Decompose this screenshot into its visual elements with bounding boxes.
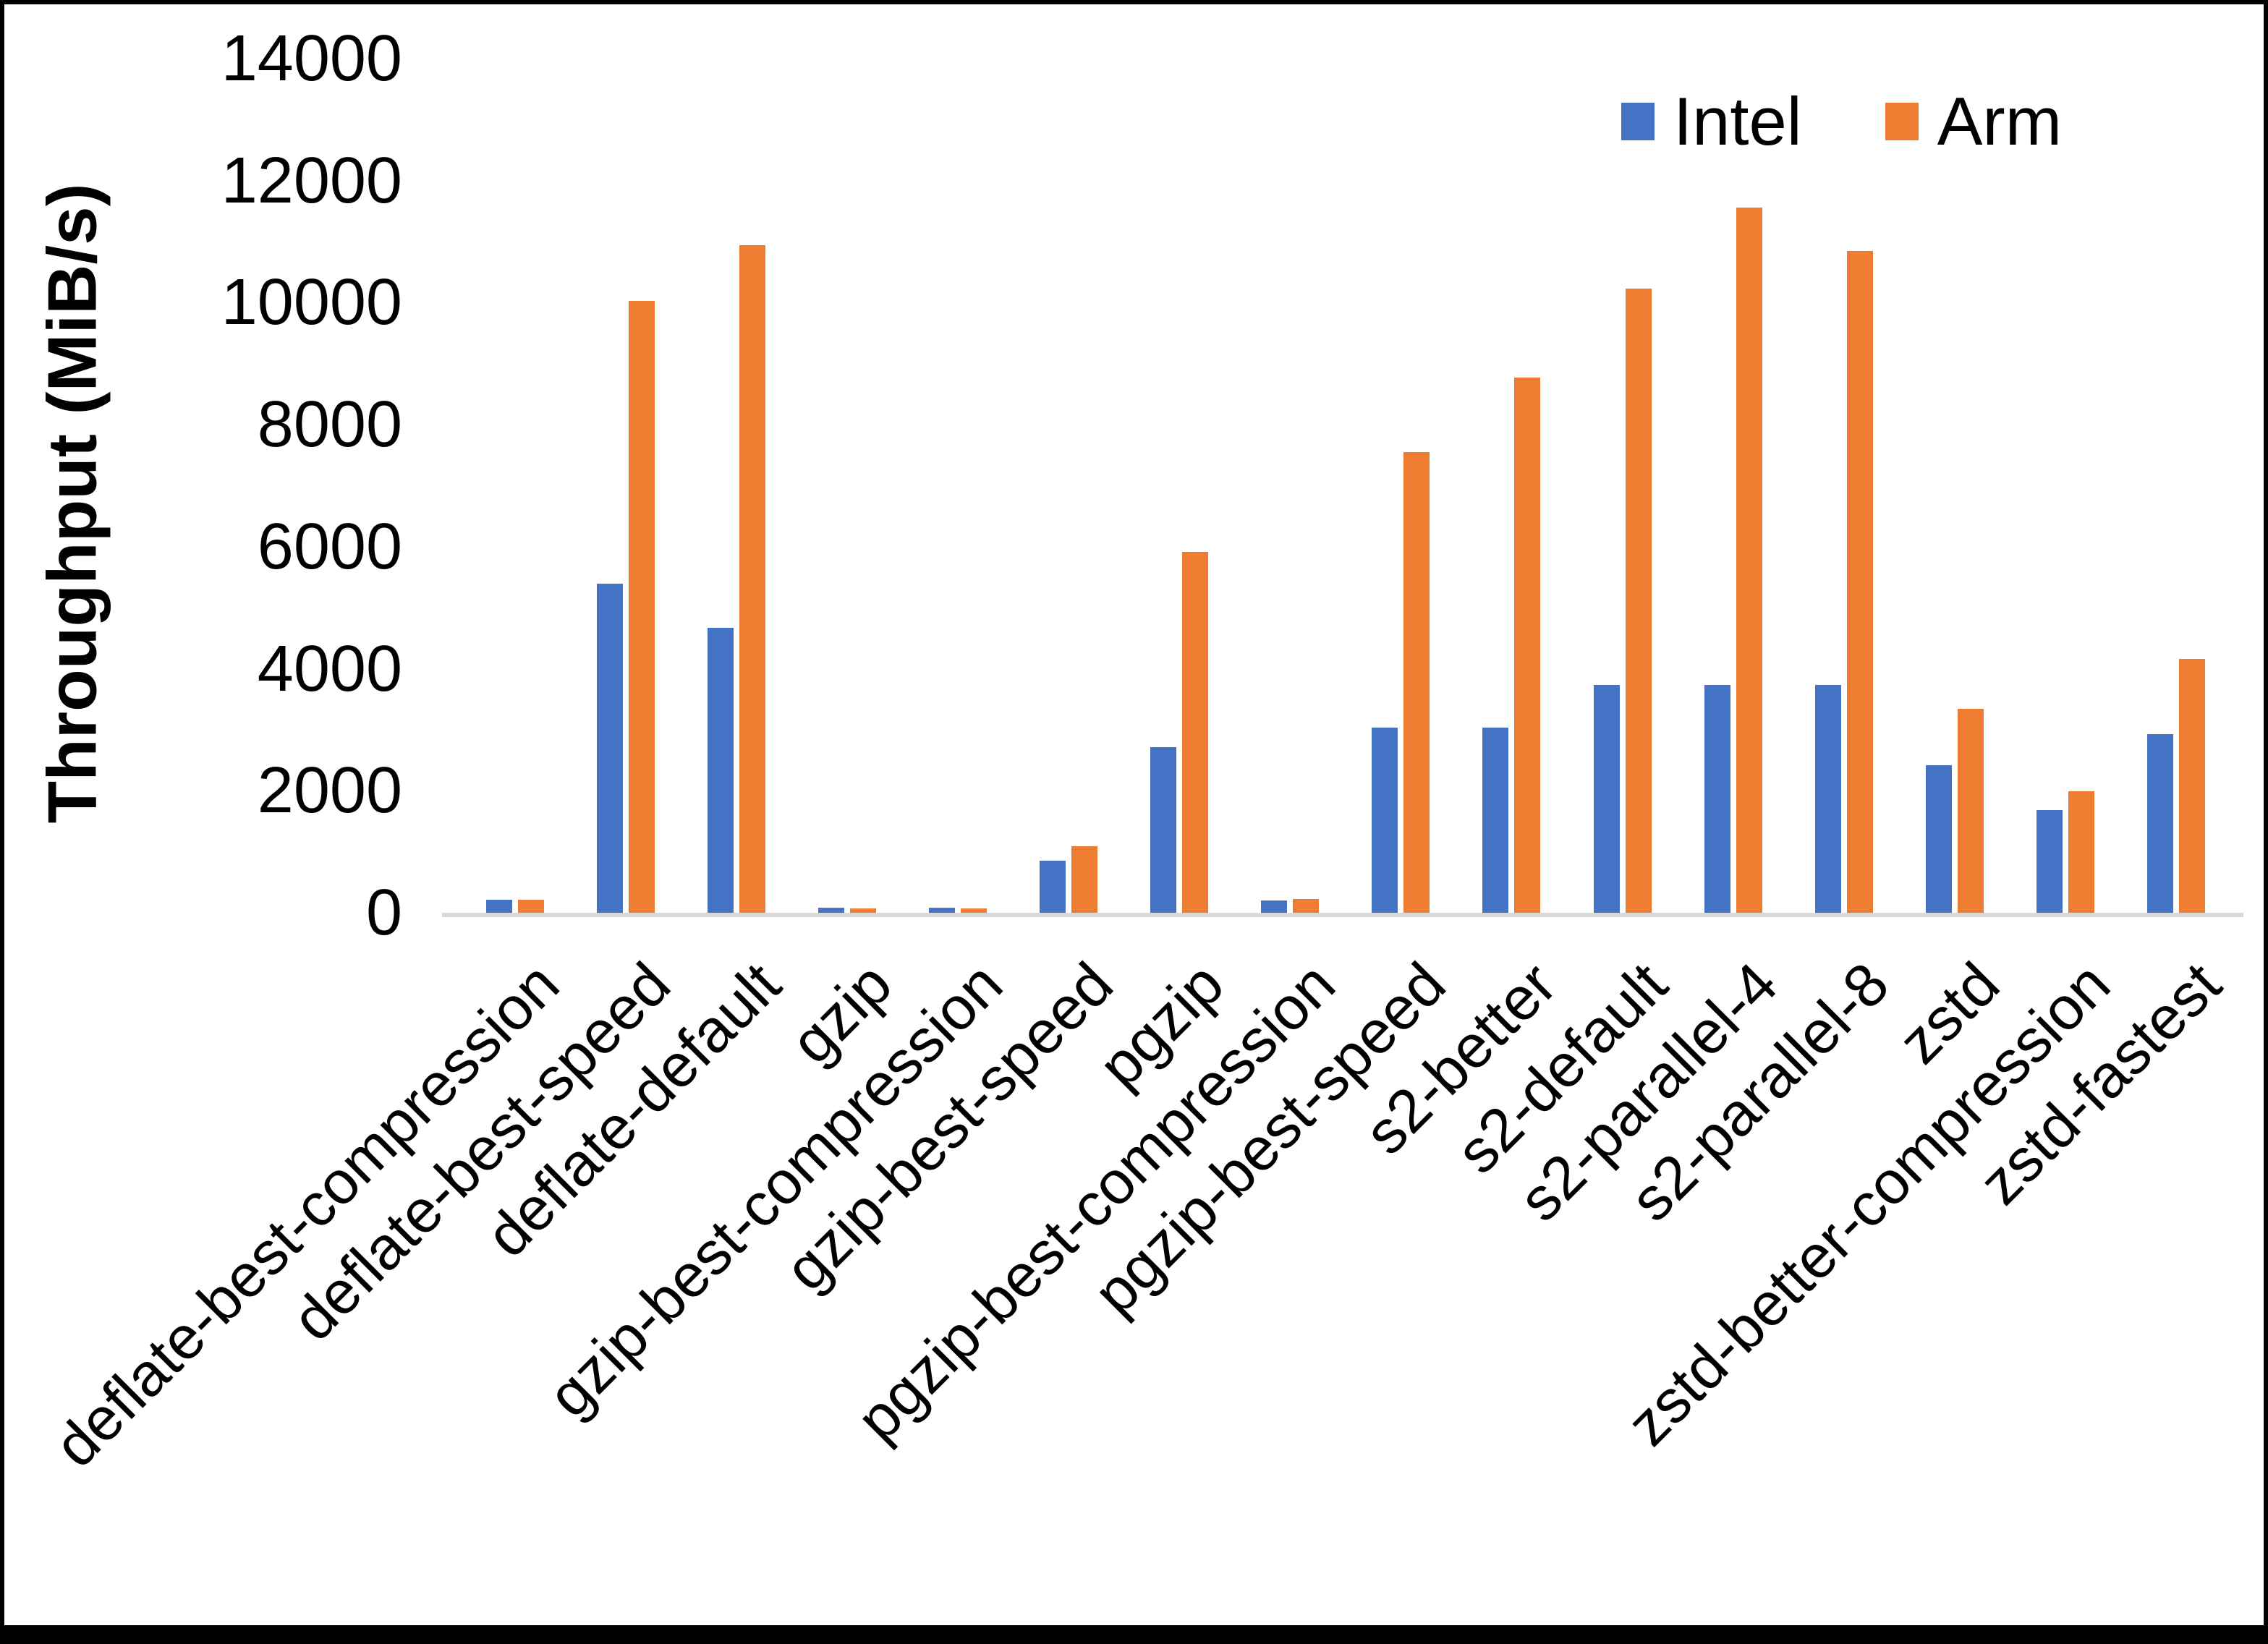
bar-arm-s2-better (1514, 378, 1540, 914)
bar-arm-zstd (1958, 709, 1984, 914)
bar-intel-s2-parallel-4 (1704, 685, 1730, 914)
bar-intel-gzip-best-speed (1040, 861, 1066, 914)
bar-intel-s2-parallel-8 (1815, 685, 1841, 914)
y-tick-label-8000: 8000 (257, 388, 402, 461)
x-axis-line (442, 913, 2243, 917)
bar-intel-s2-better (1482, 728, 1508, 914)
bar-intel-pgzip-best-compression (1261, 900, 1287, 914)
bar-arm-pgzip-best-speed (1403, 452, 1430, 914)
arm-legend-swatch-icon (1885, 103, 1919, 140)
bar-arm-s2-parallel-8 (1847, 251, 1873, 914)
bar-intel-pgzip (1150, 747, 1176, 914)
bar-arm-gzip (850, 908, 876, 914)
bar-arm-s2-parallel-4 (1736, 208, 1762, 914)
y-tick-label-14000: 14000 (221, 22, 402, 95)
bar-arm-pgzip-best-compression (1293, 899, 1319, 914)
bar-intel-gzip (818, 908, 844, 914)
bar-intel-zstd-better-compression (2036, 810, 2063, 914)
bar-arm-zstd-fastest (2179, 659, 2205, 914)
bar-arm-deflate-best-compression (518, 900, 544, 914)
bar-arm-pgzip (1182, 552, 1208, 914)
y-tick-label-0: 0 (365, 877, 402, 949)
bar-intel-zstd (1926, 765, 1952, 914)
intel-legend-swatch-icon (1621, 103, 1655, 140)
bar-intel-deflate-best-speed (597, 584, 623, 914)
legend-item-intel: Intel (1621, 82, 1802, 161)
y-tick-label-2000: 2000 (257, 754, 402, 827)
bar-arm-deflate-default (739, 245, 765, 914)
bar-arm-deflate-best-speed (629, 301, 655, 914)
bar-arm-zstd-better-compression (2068, 791, 2094, 914)
legend: Intel Arm (1621, 82, 2062, 161)
legend-item-arm: Arm (1885, 82, 2062, 161)
bar-intel-deflate-best-compression (486, 900, 512, 914)
y-tick-label-6000: 6000 (257, 510, 402, 583)
bar-intel-deflate-default (708, 628, 734, 914)
y-tick-label-4000: 4000 (257, 632, 402, 705)
bar-arm-gzip-best-speed (1071, 846, 1097, 914)
bar-arm-gzip-best-compression (961, 908, 987, 914)
y-axis-title-text: Throughput (MiB/s) (34, 183, 111, 824)
bar-intel-gzip-best-compression (929, 908, 955, 914)
arm-legend-label: Arm (1937, 83, 2062, 159)
bar-intel-zstd-fastest (2147, 734, 2173, 914)
bar-arm-s2-default (1626, 289, 1652, 914)
bar-intel-s2-default (1594, 685, 1620, 914)
y-axis-title: Throughput (MiB/s) (19, 156, 127, 851)
intel-legend-label: Intel (1673, 83, 1802, 159)
bar-intel-pgzip-best-speed (1372, 728, 1398, 914)
y-tick-label-10000: 10000 (221, 266, 402, 339)
y-tick-label-12000: 12000 (221, 144, 402, 217)
